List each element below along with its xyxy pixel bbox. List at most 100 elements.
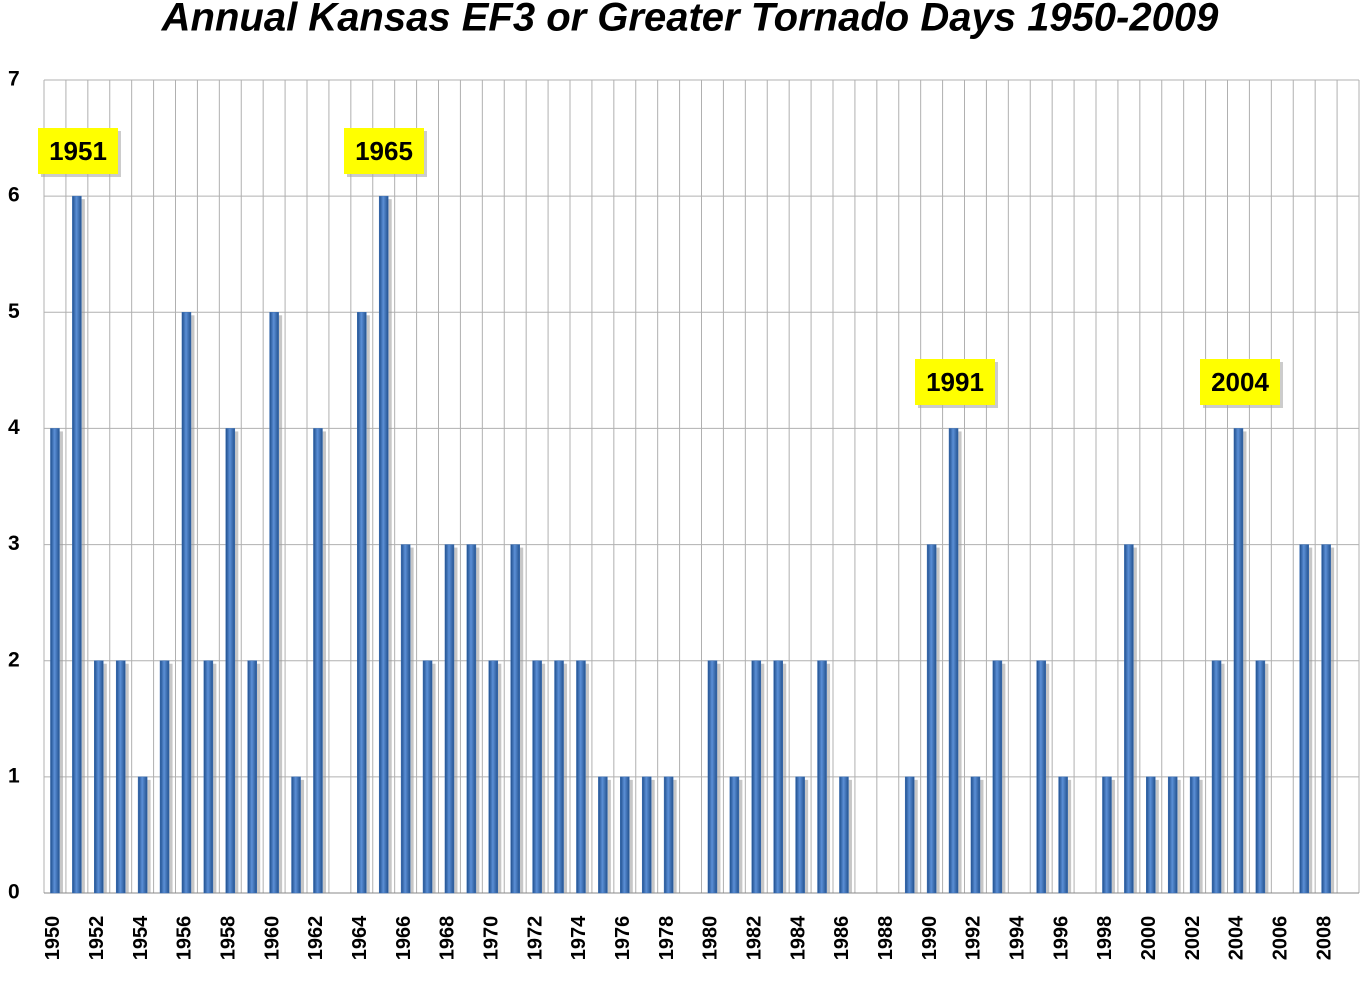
bar — [1211, 660, 1222, 894]
bar — [159, 660, 170, 894]
bar — [313, 428, 323, 894]
bar — [707, 660, 718, 894]
bar — [751, 660, 762, 894]
x-tick-label: 1994 — [1007, 915, 1029, 960]
y-tick-label: 1 — [8, 764, 20, 787]
x-tick-label: 2002 — [1182, 916, 1204, 961]
annotation: 2004 — [1211, 367, 1269, 397]
bar — [247, 660, 257, 894]
x-tick-label: 1972 — [524, 916, 546, 961]
bar — [1299, 544, 1309, 894]
bar — [50, 428, 60, 894]
bar — [729, 776, 740, 894]
bar — [1255, 660, 1266, 894]
bar — [904, 776, 915, 894]
bar — [510, 544, 520, 894]
y-tick-label: 0 — [8, 881, 20, 904]
y-tick-label: 2 — [8, 648, 20, 671]
bar — [663, 776, 674, 894]
y-tick-label: 6 — [8, 184, 20, 207]
x-tick-label: 2006 — [1270, 916, 1292, 961]
annotation-box — [1200, 359, 1280, 405]
x-tick-label: 1950 — [42, 916, 64, 961]
x-tick-label: 1952 — [86, 916, 108, 961]
bar — [948, 428, 959, 894]
annotation-box — [344, 128, 424, 174]
bar — [1036, 660, 1046, 894]
bar — [1124, 544, 1134, 894]
bar — [554, 660, 564, 894]
x-tick-label: 1988 — [875, 916, 897, 961]
x-tick-label: 1984 — [787, 915, 809, 960]
y-tick-label: 5 — [8, 300, 20, 323]
bar — [620, 776, 630, 894]
x-tick-label: 1986 — [831, 916, 853, 961]
chart-title: Annual Kansas EF3 or Greater Tornado Day… — [161, 0, 1219, 40]
y-tick-label: 4 — [8, 416, 20, 439]
x-tick-label: 2008 — [1313, 916, 1335, 961]
bar — [378, 195, 389, 894]
x-tick-label: 1964 — [349, 915, 371, 960]
bar — [291, 776, 301, 894]
x-tick-label: 1958 — [218, 916, 240, 961]
bar — [488, 660, 499, 894]
bar — [576, 660, 586, 894]
bar — [1167, 776, 1178, 894]
x-tick-label: 1982 — [744, 916, 766, 961]
x-tick-label: 1976 — [612, 916, 634, 961]
bar — [598, 776, 608, 894]
bar — [115, 660, 126, 894]
x-tick-label: 2000 — [1138, 916, 1160, 961]
bar — [225, 428, 236, 894]
bar — [137, 776, 148, 894]
x-tick-label: 2004 — [1226, 915, 1248, 960]
bar — [795, 776, 805, 894]
x-tick-label: 1968 — [437, 916, 459, 961]
bar — [1233, 428, 1244, 894]
bar — [839, 776, 849, 894]
bar — [400, 544, 411, 894]
bar — [532, 660, 542, 894]
bar — [181, 312, 192, 894]
x-tick-label: 1992 — [963, 916, 985, 961]
bar — [773, 660, 783, 894]
x-tick-label: 1980 — [700, 916, 722, 961]
annotation: 1965 — [355, 136, 413, 166]
x-tick-label: 1966 — [393, 916, 415, 961]
y-tick-label: 7 — [8, 68, 20, 91]
bar — [269, 312, 279, 894]
x-tick-label: 1962 — [305, 916, 327, 961]
x-tick-label: 1954 — [130, 915, 152, 960]
bar — [817, 660, 827, 894]
annotation: 1951 — [49, 136, 107, 166]
annotation-box — [38, 128, 118, 174]
bar — [94, 660, 104, 894]
bar — [641, 776, 652, 894]
x-tick-label: 1996 — [1050, 916, 1072, 961]
bar — [203, 660, 214, 894]
bar — [970, 776, 981, 894]
x-tick-label: 1970 — [481, 916, 503, 961]
bar — [1321, 544, 1331, 894]
x-tick-label: 1998 — [1094, 916, 1116, 961]
x-tick-label: 1974 — [568, 915, 590, 960]
bar — [466, 544, 477, 894]
bar — [444, 544, 455, 894]
annotation-box — [915, 359, 995, 405]
bar — [926, 544, 937, 894]
bar — [1146, 776, 1156, 894]
bar — [357, 312, 367, 894]
bar — [72, 195, 82, 894]
x-tick-label: 1990 — [919, 916, 941, 961]
bar — [992, 660, 1003, 894]
bar — [1102, 776, 1112, 894]
x-tick-label: 1978 — [656, 916, 678, 961]
y-tick-label: 3 — [8, 532, 20, 555]
bar — [1189, 776, 1200, 894]
bar — [422, 660, 433, 894]
x-tick-label: 1956 — [174, 916, 196, 961]
bar — [1058, 776, 1068, 894]
x-tick-label: 1960 — [261, 916, 283, 961]
annotation: 1991 — [926, 367, 984, 397]
